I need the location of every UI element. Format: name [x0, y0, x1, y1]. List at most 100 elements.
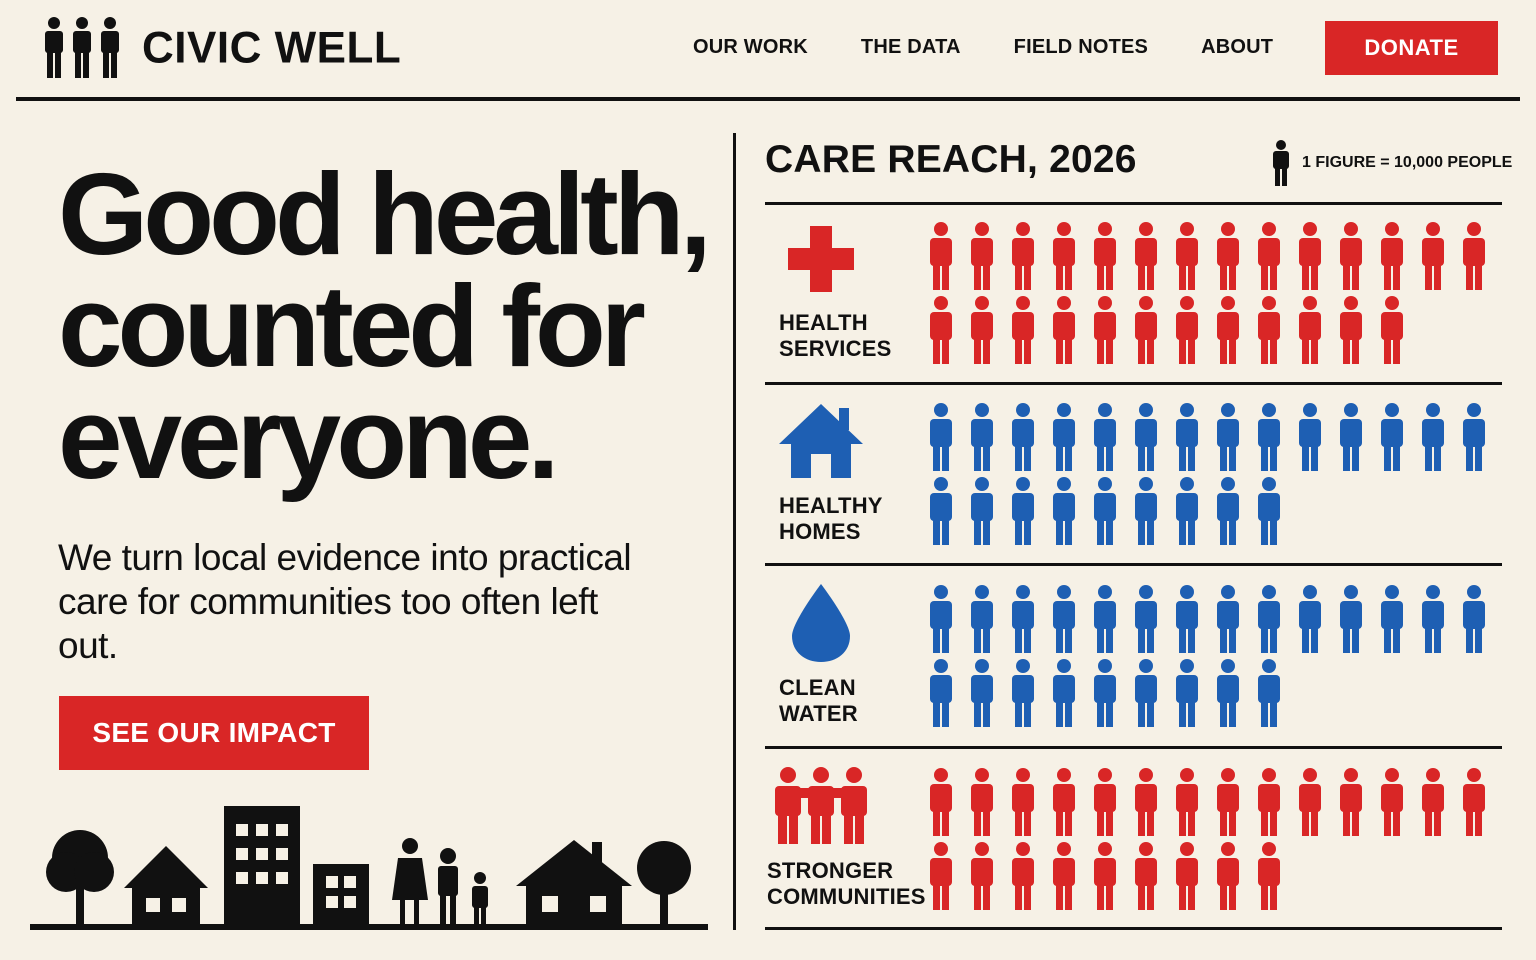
chart-legend: 1 FIGURE = 10,000 PEOPLE	[1270, 140, 1512, 186]
person-figure	[1135, 403, 1157, 471]
nav-the-data[interactable]: THE DATA	[860, 36, 961, 58]
row-label-line: CLEAN	[779, 675, 856, 700]
person-figure	[1299, 403, 1321, 471]
person-figure	[1258, 768, 1280, 836]
person-figure	[930, 222, 952, 290]
person-figure	[1094, 659, 1116, 727]
chart-rule	[765, 382, 1502, 385]
person-figure	[1299, 296, 1321, 364]
person-figure	[1012, 296, 1034, 364]
person-figure	[1381, 296, 1403, 364]
person-figure	[1094, 403, 1116, 471]
figures-clean-water	[928, 585, 1498, 738]
medical-cross-icon	[788, 226, 854, 292]
person-figure	[1135, 477, 1157, 545]
hero-subtext: We turn local evidence into practical ca…	[58, 537, 632, 666]
person-legend-icon	[1273, 140, 1289, 186]
person-figure	[1258, 585, 1280, 653]
person-figure	[1258, 842, 1280, 910]
person-figure	[930, 403, 952, 471]
person-figure	[1094, 296, 1116, 364]
person-figure	[1217, 296, 1239, 364]
person-figure	[1463, 222, 1485, 290]
person-figure	[1012, 477, 1034, 545]
person-figure	[1217, 585, 1239, 653]
water-drop-icon	[792, 584, 850, 662]
person-figure	[1422, 222, 1444, 290]
pictogram-stronger-communities	[930, 768, 1485, 910]
person-figure	[1340, 585, 1362, 653]
person-figure	[1012, 842, 1034, 910]
person-figure	[1422, 768, 1444, 836]
site-header: CIVIC WELL OUR WORK THE DATA FIELD NOTES…	[0, 0, 1536, 100]
person-figure	[1053, 222, 1075, 290]
person-figure	[1135, 768, 1157, 836]
person-figure	[1463, 585, 1485, 653]
person-figure	[930, 585, 952, 653]
legend-text: 1 FIGURE = 10,000 PEOPLE	[1302, 154, 1513, 171]
see-impact-button[interactable]: SEE OUR IMPACT	[59, 696, 369, 770]
pictogram-healthy-homes	[930, 403, 1485, 545]
person-figure	[971, 477, 993, 545]
donate-button[interactable]: DONATE	[1325, 21, 1498, 75]
person-figure	[1135, 659, 1157, 727]
person-figure	[1258, 403, 1280, 471]
person-figure	[1340, 768, 1362, 836]
person-figure	[930, 768, 952, 836]
person-figure	[1012, 222, 1034, 290]
person-figure	[1299, 585, 1321, 653]
person-figure	[1176, 768, 1198, 836]
row-label-line: HOMES	[779, 519, 861, 544]
nav-about[interactable]: ABOUT	[1201, 36, 1274, 58]
nav-our-work[interactable]: OUR WORK	[693, 36, 808, 58]
person-figure	[1217, 768, 1239, 836]
person-figure	[1176, 403, 1198, 471]
person-figure	[1381, 585, 1403, 653]
nav-field-notes[interactable]: FIELD NOTES	[1013, 36, 1149, 58]
person-figure	[1258, 296, 1280, 364]
person-figure	[1053, 768, 1075, 836]
person-figure	[1135, 842, 1157, 910]
person-figure	[1094, 585, 1116, 653]
person-figure	[1135, 222, 1157, 290]
person-figure	[1176, 296, 1198, 364]
person-figure	[1176, 222, 1198, 290]
row-label-healthy-homes: HEALTHY HOMES	[779, 493, 883, 545]
figures-healthy-homes	[928, 403, 1498, 556]
person-figure	[930, 296, 952, 364]
person-figure	[1381, 222, 1403, 290]
person-figure	[1053, 659, 1075, 727]
brand-name: CIVIC WELL	[142, 22, 402, 73]
person-figure	[1094, 768, 1116, 836]
person-figure	[1135, 585, 1157, 653]
person-figure	[1217, 477, 1239, 545]
figures-stronger-communities	[928, 768, 1498, 921]
person-figure	[1258, 477, 1280, 545]
person-figure	[1012, 585, 1034, 653]
logo[interactable]: CIVIC WELL	[42, 16, 401, 80]
person-figure	[930, 477, 952, 545]
person-figure	[1053, 403, 1075, 471]
person-figure	[1012, 768, 1034, 836]
row-label-line: SERVICES	[779, 336, 892, 361]
person-figure	[1340, 222, 1362, 290]
person-figure	[1094, 222, 1116, 290]
row-label-line: WATER	[779, 701, 858, 726]
row-label-stronger-communities: STRONGER COMMUNITIES	[767, 858, 926, 910]
header-divider	[16, 97, 1520, 101]
person-figure	[1422, 585, 1444, 653]
row-label-line: HEALTHY	[779, 493, 883, 518]
chart-rule	[765, 202, 1502, 205]
person-figure	[1340, 403, 1362, 471]
person-figure	[1176, 477, 1198, 545]
person-figure	[930, 659, 952, 727]
person-figure	[1381, 403, 1403, 471]
row-label-line: COMMUNITIES	[767, 884, 926, 909]
row-label-line: HEALTH	[779, 310, 868, 335]
row-label-clean-water: CLEAN WATER	[779, 675, 858, 727]
person-figure	[1381, 768, 1403, 836]
hero-headline: Good health, counted for everyone.	[58, 149, 712, 503]
person-figure	[1135, 296, 1157, 364]
person-figure	[1094, 842, 1116, 910]
row-label-health-services: HEALTH SERVICES	[779, 310, 891, 362]
